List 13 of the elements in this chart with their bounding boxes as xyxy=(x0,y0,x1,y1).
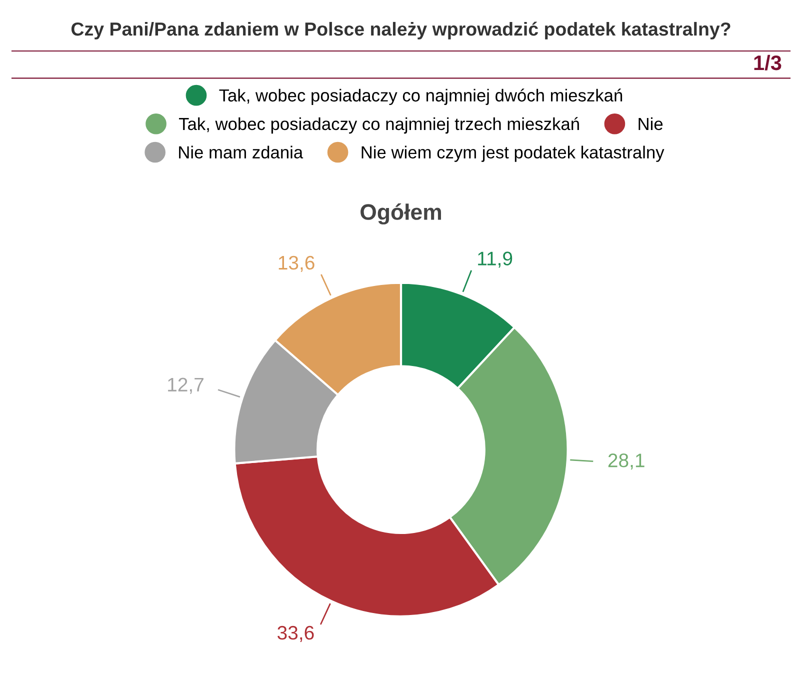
data-label: 12,7 xyxy=(168,378,204,394)
chart-title: Czy Pani/Pana zdaniem w Polsce należy wprowadzić podatek katastralny? xyxy=(71,22,730,40)
legend-label: Nie wiem czym jest podatek katastralny xyxy=(362,146,664,162)
data-label: 33,6 xyxy=(278,626,314,642)
data-label: 28,1 xyxy=(608,453,644,470)
data-label: 13,6 xyxy=(278,256,314,272)
text: Ogółem xyxy=(360,203,441,224)
legend-label: Tak, wobec posiadaczy co najmniej dwóch mieszkań xyxy=(219,88,622,106)
legend-label: Nie mam zdania xyxy=(179,146,304,158)
text: 1/3 xyxy=(754,54,782,70)
data-label: 11,9 xyxy=(478,252,512,268)
legend-label: Tak, wobec posiadaczy co najmniej trzech mieszkań xyxy=(178,117,579,134)
legend-label: Nie xyxy=(638,117,663,130)
